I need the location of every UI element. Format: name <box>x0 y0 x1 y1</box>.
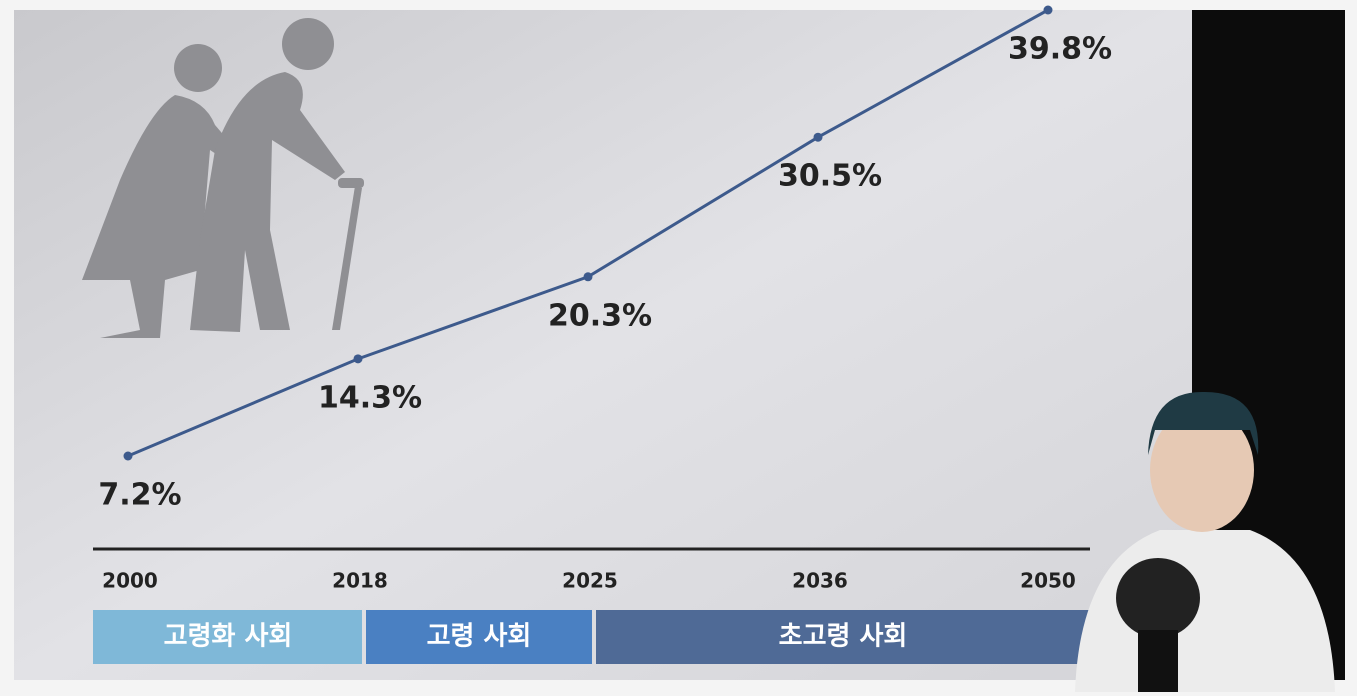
data-point <box>123 451 133 461</box>
stage-label: 고령 사회 <box>427 622 532 652</box>
stage-label: 고령화 사회 <box>164 622 293 652</box>
x-tick-label: 2025 <box>562 569 618 593</box>
x-tick-label: 2018 <box>332 569 388 593</box>
elderly-icon <box>82 18 364 338</box>
x-tick-label: 2000 <box>102 569 158 593</box>
stage-band <box>596 610 1090 664</box>
stage-band <box>366 610 592 664</box>
x-tick-label: 2036 <box>792 569 848 593</box>
stage-band <box>93 610 362 664</box>
value-label: 14.3% <box>318 380 422 415</box>
data-point <box>1043 5 1053 15</box>
value-label: 39.8% <box>1008 32 1112 67</box>
value-label: 20.3% <box>548 298 652 333</box>
presenter <box>1075 391 1335 692</box>
data-point <box>353 354 363 364</box>
x-tick-label: 2050 <box>1020 569 1076 593</box>
value-label: 30.5% <box>778 159 882 194</box>
data-point <box>583 272 593 282</box>
value-label: 7.2% <box>98 478 181 513</box>
data-point <box>813 132 823 142</box>
stage-label: 초고령 사회 <box>779 622 908 652</box>
